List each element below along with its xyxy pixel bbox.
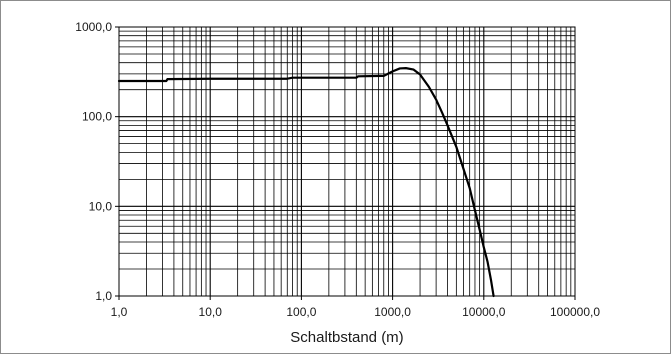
x-tick-label: 10,0	[199, 305, 223, 319]
y-tick-label: 100,0	[82, 110, 112, 124]
plot-area-border	[118, 26, 576, 297]
y-tick-label: 10,0	[89, 199, 113, 213]
series-layer	[117, 67, 495, 298]
grid-layer	[119, 27, 575, 296]
x-tick-label: 10000,0	[462, 305, 506, 319]
y-tick-label: 1000,0	[75, 20, 112, 34]
x-tick-label: 1,0	[111, 305, 128, 319]
y-tick-label: 1,0	[95, 289, 112, 303]
x-tick-label: 1000,0	[374, 305, 411, 319]
x-axis-title: Schaltbstand (m)	[290, 329, 403, 346]
series-line	[117, 67, 495, 298]
x-tick-label: 100,0	[286, 305, 316, 319]
axis-tick-labels: 1,0 10,0 100,0 1000,0 10000,0 100000,0 1,0 10,0…	[75, 20, 600, 319]
x-tick-label: 100000,0	[550, 305, 600, 319]
